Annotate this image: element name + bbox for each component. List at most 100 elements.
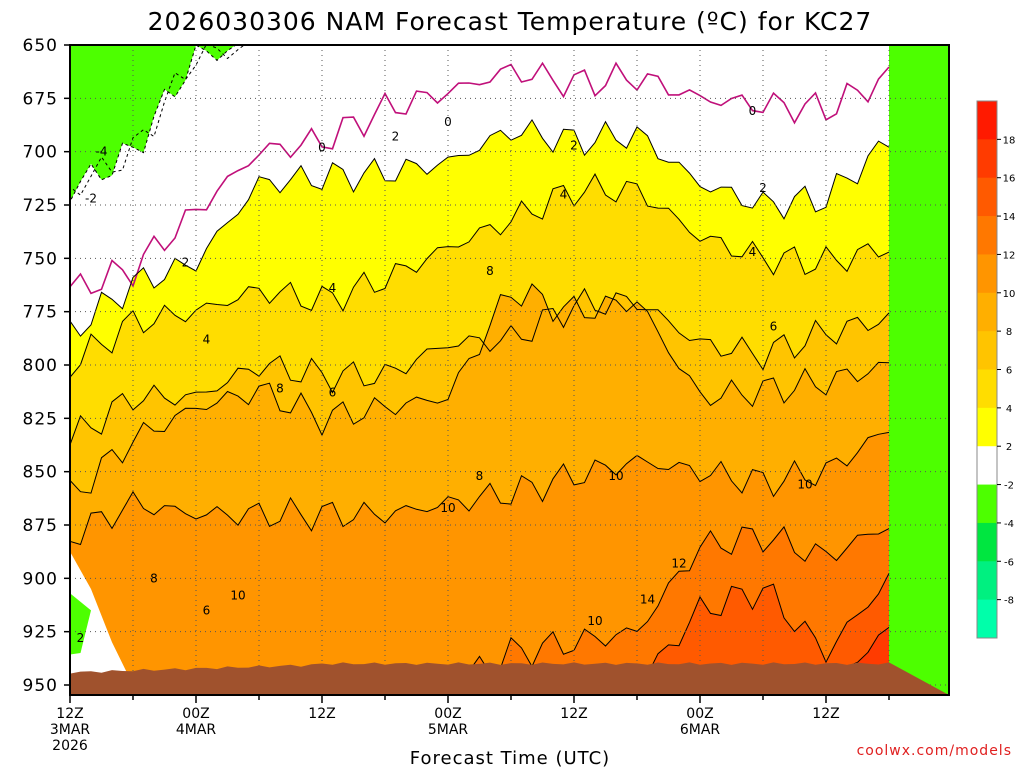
x-tick-label: 12Z (308, 706, 335, 722)
colorbar-label: 6 (1006, 366, 1012, 377)
colorbar-label: 16 (1003, 174, 1016, 185)
y-tick-label: 750 (23, 249, 58, 269)
terrain-surface (70, 662, 949, 695)
isotherm-label: 2 (77, 631, 85, 645)
isotherm-label: 4 (203, 332, 211, 346)
isotherm-label: 8 (476, 469, 484, 483)
colorbar-label: 10 (1003, 289, 1016, 300)
y-tick-label: 850 (23, 463, 58, 483)
isotherm-2 (70, 118, 890, 337)
x-tick-label: 00Z (182, 706, 209, 722)
y-tick-label: 675 (23, 89, 58, 109)
colorbar-label: 4 (1006, 404, 1012, 415)
y-tick-label: 925 (23, 623, 58, 643)
isotherm-label: -2 (85, 192, 97, 206)
isotherm-label: 10 (797, 477, 812, 491)
isotherm-label: 10 (440, 501, 455, 515)
isotherm-8 (70, 283, 890, 494)
isotherm-label: 0 (444, 115, 452, 129)
isotherm-label: 6 (203, 603, 211, 617)
isotherm-label: 4 (329, 281, 337, 295)
colorbar-label: -6 (1004, 557, 1014, 568)
credit-text[interactable]: coolwx.com/models (857, 743, 1012, 759)
isotherm-6 (70, 287, 890, 446)
colorbar-label: 12 (1003, 250, 1016, 261)
colorbar-label: 14 (1003, 212, 1016, 223)
isotherm-0 (70, 61, 890, 295)
colorbar-swatch (977, 561, 997, 601)
isotherm-label: 14 (640, 593, 655, 607)
isotherm-label: -4 (96, 145, 108, 159)
isotherm-label: 8 (150, 571, 158, 585)
colorbar-swatch (977, 599, 997, 639)
isotherm-label: 4 (560, 187, 568, 201)
cold-pocket-white (70, 551, 133, 690)
x-tick-label: 00Z (434, 706, 461, 722)
y-axis: 650 675 700 725 750 775 800 825 850 875 900 925 950 (23, 36, 70, 696)
colorbar: 18 16 14 12 10 8 6 4 2 -2 -4 -6 -8 (976, 100, 1016, 639)
colorbar-label: -8 (1004, 596, 1014, 607)
isotherm-label: 8 (276, 381, 284, 395)
x-axis-title: Forecast Time (UTC) (410, 748, 610, 768)
cold-pocket-green (70, 593, 91, 655)
temperature-bands (70, 45, 949, 695)
isotherm-label: 2 (570, 138, 578, 152)
isotherm-label: 6 (770, 320, 778, 334)
colorbar-swatch (977, 522, 997, 562)
colorbar-swatch (977, 139, 997, 179)
isotherm-4 (70, 173, 890, 378)
isotherm-label: 2 (759, 181, 767, 195)
colorbar-label: 8 (1006, 327, 1012, 338)
isotherm-label: 4 (749, 245, 757, 259)
x-tick-label: 3MAR (50, 722, 91, 738)
colorbar-swatch (977, 484, 997, 524)
isotherm-label: 6 (329, 386, 337, 400)
isotherm-10 (70, 431, 890, 546)
colorbar-label: -4 (1004, 519, 1014, 530)
isotherm-label: 10 (587, 614, 602, 628)
isotherm-label: 2 (182, 256, 190, 270)
isotherm-label: 0 (749, 104, 757, 118)
y-tick-label: 875 (23, 516, 58, 536)
x-tick-label: 00Z (686, 706, 713, 722)
isotherm-label: 12 (671, 556, 686, 570)
y-tick-label: 800 (23, 356, 58, 376)
x-tick-label: 12Z (812, 706, 839, 722)
y-tick-label: 950 (23, 676, 58, 696)
x-tick-label: 2026 (52, 738, 88, 754)
plot-frame (69, 44, 950, 696)
y-tick-label: 700 (23, 143, 58, 163)
x-tick-label: 5MAR (428, 722, 469, 738)
y-tick-label: 775 (23, 303, 58, 323)
colorbar-swatch (977, 331, 997, 370)
colorbar-label: 2 (1006, 442, 1012, 453)
colorbar-swatch (977, 216, 997, 255)
colorbar-swatch (977, 101, 997, 140)
isotherm-label: 10 (230, 588, 245, 602)
colorbar-swatch (977, 446, 997, 486)
x-tick-label: 12Z (56, 706, 83, 722)
grid-lines (70, 45, 949, 695)
x-tick-label: 6MAR (680, 722, 721, 738)
isotherm-label: 10 (608, 469, 623, 483)
colorbar-label: -2 (1004, 481, 1014, 492)
y-tick-label: 825 (23, 409, 58, 429)
colorbar-swatch (977, 292, 997, 332)
colorbar-swatch (977, 254, 997, 294)
x-tick-label: 12Z (560, 706, 587, 722)
cold-pocket (70, 551, 133, 690)
colorbar-label: 18 (1003, 135, 1016, 146)
colorbar-swatch (977, 407, 997, 447)
colorbar-swatch (977, 177, 997, 217)
chart-title: 2026030306 NAM Forecast Temperature (ºC)… (148, 7, 873, 36)
isotherm-label: 8 (486, 264, 494, 278)
y-tick-label: 900 (23, 569, 58, 589)
isotherm-label: 0 (318, 140, 326, 154)
y-tick-label: 725 (23, 196, 58, 216)
colorbar-swatch (977, 369, 997, 409)
isotherm-label: 2 (392, 130, 400, 144)
